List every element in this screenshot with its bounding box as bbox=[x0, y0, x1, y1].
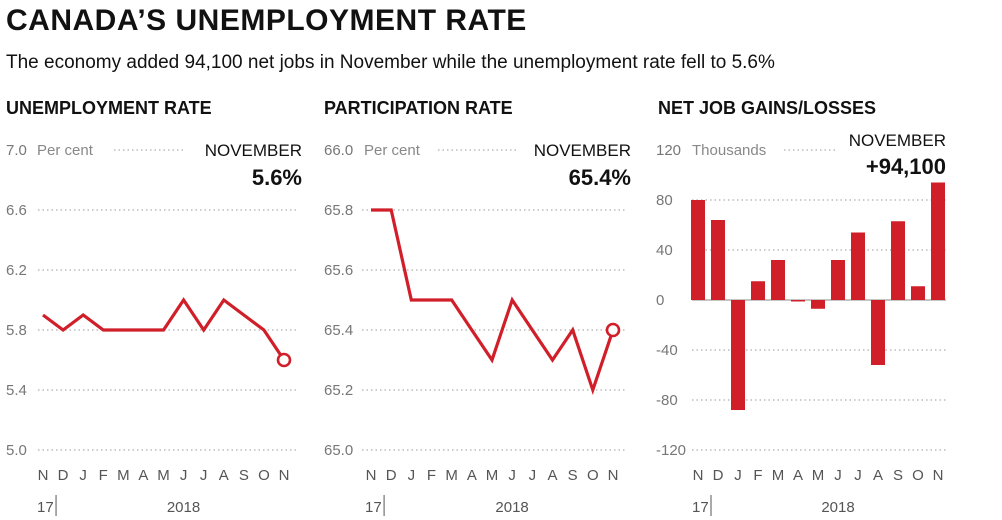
unemployment-xtick-label: M bbox=[117, 467, 130, 484]
page-subtitle: The economy added 94,100 net jobs in Nov… bbox=[6, 52, 775, 73]
net-jobs-ytick-label: -80 bbox=[656, 392, 678, 409]
net-jobs-bar bbox=[851, 232, 865, 300]
unemployment-xtick-label: O bbox=[258, 467, 270, 484]
unemployment-xtick-label: S bbox=[239, 467, 249, 484]
unemployment-ytick-label: 6.2 bbox=[6, 262, 27, 279]
unemployment-panel-title: UNEMPLOYMENT RATE bbox=[6, 98, 212, 118]
net-jobs-bar bbox=[911, 286, 925, 300]
unemployment-xtick-label: F bbox=[99, 467, 108, 484]
net-jobs-panel-title: NET JOB GAINS/LOSSES bbox=[658, 98, 877, 118]
participation-xtick-label: M bbox=[445, 467, 458, 484]
net-jobs-bar bbox=[791, 300, 805, 302]
net-jobs-xtick-label: J bbox=[734, 467, 742, 484]
unemployment-ytick-label: 5.8 bbox=[6, 322, 27, 339]
net-jobs-xtick-label: F bbox=[753, 467, 762, 484]
participation-xtick-label: M bbox=[486, 467, 499, 484]
net-jobs-xtick-label: A bbox=[793, 467, 803, 484]
participation-xtick-label: J bbox=[529, 467, 537, 484]
net-jobs-xtick-label: D bbox=[713, 467, 724, 484]
net-jobs-ytick-label: 0 bbox=[656, 292, 664, 309]
net-jobs-bar bbox=[831, 260, 845, 300]
unemployment-xtick-label: J bbox=[79, 467, 87, 484]
participation-xtick-label: J bbox=[408, 467, 416, 484]
net-jobs-note-label: NOVEMBER bbox=[848, 131, 946, 150]
unemployment-xtick-label: A bbox=[219, 467, 229, 484]
unemployment-year-label: 17 bbox=[37, 499, 54, 516]
unemployment-note-label: NOVEMBER bbox=[204, 141, 302, 160]
unemployment-ytick-label: 6.6 bbox=[6, 202, 27, 219]
net-jobs-ytick-label: 40 bbox=[656, 242, 673, 259]
unemployment-series-line bbox=[42, 297, 286, 361]
participation-year-label: 2018 bbox=[495, 499, 528, 516]
participation-last-point-marker bbox=[605, 322, 621, 338]
net-jobs-year-label: 17 bbox=[692, 499, 709, 516]
net-jobs-ytick-label: -40 bbox=[656, 342, 678, 359]
net-jobs-xtick-label: M bbox=[772, 467, 785, 484]
net-jobs-xtick-label: S bbox=[893, 467, 903, 484]
unemployment-ytick-label: 5.4 bbox=[6, 382, 27, 399]
participation-ytick-label: 66.0 bbox=[324, 142, 353, 159]
participation-xtick-label: J bbox=[508, 467, 516, 484]
participation-ytick-label: 65.0 bbox=[324, 442, 353, 459]
participation-note-value: 65.4% bbox=[568, 165, 631, 190]
unemployment-xtick-label: A bbox=[138, 467, 148, 484]
unemployment-last-point-marker bbox=[276, 352, 292, 368]
participation-xtick-label: F bbox=[427, 467, 436, 484]
net-jobs-unit-label: Thousands bbox=[692, 142, 766, 159]
net-jobs-bar bbox=[871, 300, 885, 365]
unemployment-note-value: 5.6% bbox=[251, 165, 302, 190]
net-jobs-bar bbox=[811, 300, 825, 309]
participation-ytick-label: 65.4 bbox=[324, 322, 353, 339]
participation-panel-title: PARTICIPATION RATE bbox=[324, 98, 513, 118]
net-jobs-xtick-label: M bbox=[812, 467, 825, 484]
net-jobs-bar bbox=[711, 220, 725, 300]
net-jobs-xtick-label: O bbox=[912, 467, 924, 484]
participation-series-line bbox=[371, 208, 615, 396]
unemployment-xtick-label: N bbox=[38, 467, 49, 484]
participation-xtick-label: A bbox=[467, 467, 477, 484]
net-jobs-xtick-label: N bbox=[933, 467, 944, 484]
net-jobs-bar bbox=[891, 221, 905, 300]
net-jobs-ytick-label: 120 bbox=[656, 142, 681, 159]
net-jobs-xtick-label: J bbox=[834, 467, 842, 484]
participation-note-label: NOVEMBER bbox=[533, 141, 631, 160]
participation-xtick-label: O bbox=[587, 467, 599, 484]
unemployment-xtick-label: J bbox=[200, 467, 208, 484]
unemployment-xtick-label: D bbox=[58, 467, 69, 484]
participation-year-label: 17 bbox=[365, 499, 382, 516]
net-jobs-ytick-label: 80 bbox=[656, 192, 673, 209]
net-jobs-bar bbox=[691, 200, 705, 300]
participation-ytick-label: 65.8 bbox=[324, 202, 353, 219]
participation-ytick-label: 65.6 bbox=[324, 262, 353, 279]
unemployment-ytick-label: 5.0 bbox=[6, 442, 27, 459]
participation-xtick-label: S bbox=[568, 467, 578, 484]
unemployment-ytick-label: 7.0 bbox=[6, 142, 27, 159]
participation-ytick-label: 65.2 bbox=[324, 382, 353, 399]
participation-xtick-label: N bbox=[366, 467, 377, 484]
participation-unit-label: Per cent bbox=[364, 142, 421, 159]
unemployment-xtick-label: J bbox=[180, 467, 188, 484]
net-jobs-bar bbox=[931, 182, 945, 300]
net-jobs-note-value: +94,100 bbox=[865, 154, 946, 179]
participation-xtick-label: N bbox=[608, 467, 619, 484]
unemployment-year-label: 2018 bbox=[167, 499, 200, 516]
unemployment-unit-label: Per cent bbox=[37, 142, 94, 159]
participation-xtick-label: A bbox=[547, 467, 557, 484]
page-title: CANADA’S UNEMPLOYMENT RATE bbox=[6, 4, 527, 37]
participation-xtick-label: D bbox=[386, 467, 397, 484]
unemployment-xtick-label: N bbox=[279, 467, 290, 484]
net-jobs-xtick-label: J bbox=[854, 467, 862, 484]
net-jobs-year-label: 2018 bbox=[821, 499, 854, 516]
unemployment-xtick-label: M bbox=[157, 467, 170, 484]
net-jobs-ytick-label: -120 bbox=[656, 442, 686, 459]
net-jobs-xtick-label: A bbox=[873, 467, 883, 484]
net-jobs-bar bbox=[771, 260, 785, 300]
net-jobs-bar bbox=[731, 300, 745, 410]
net-jobs-bar bbox=[751, 281, 765, 300]
net-jobs-xtick-label: N bbox=[693, 467, 704, 484]
